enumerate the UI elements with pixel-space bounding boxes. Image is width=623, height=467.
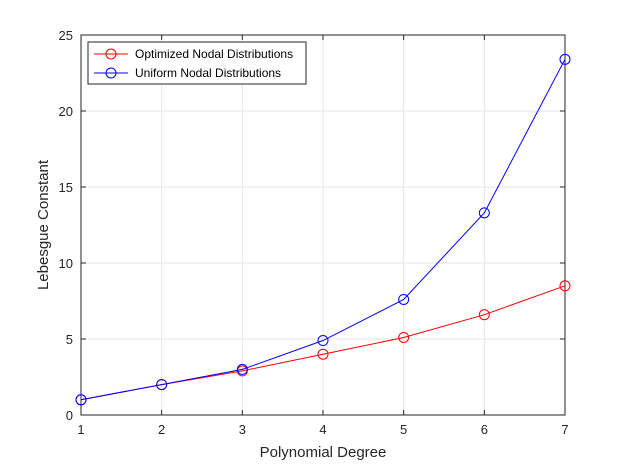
series-1-point xyxy=(398,331,410,343)
series-2-point xyxy=(317,335,329,347)
x-tick-label: 2 xyxy=(158,422,165,437)
y-tick-label: 25 xyxy=(59,28,73,43)
x-tick-label: 6 xyxy=(481,422,488,437)
legend-swatch-marker xyxy=(105,48,117,60)
legend-swatch-marker xyxy=(105,67,117,79)
legend-box xyxy=(87,41,307,85)
y-tick-label: 5 xyxy=(66,332,73,347)
series-2-point xyxy=(75,394,87,406)
y-tick-label: 20 xyxy=(59,104,73,119)
legend-label: Optimized Nodal Distributions xyxy=(135,47,293,61)
y-tick-label: 0 xyxy=(66,408,73,423)
x-tick-label: 5 xyxy=(400,422,407,437)
x-tick-label: 1 xyxy=(77,422,84,437)
x-tick-label: 4 xyxy=(319,422,326,437)
series-1-point xyxy=(559,280,571,292)
legend-label: Uniform Nodal Distributions xyxy=(135,66,281,80)
series-2-point xyxy=(478,207,490,219)
series-1-point xyxy=(317,348,329,360)
y-axis-title: Lebesgue Constant xyxy=(35,159,52,290)
axis-ticks: 1 2 3 4 5 6 7 0 5 10 15 20 25 xyxy=(59,28,569,437)
data-series xyxy=(75,53,571,406)
series-2-point xyxy=(398,293,410,305)
y-tick-label: 10 xyxy=(59,256,73,271)
x-tick-label: 7 xyxy=(561,422,568,437)
series-2-point xyxy=(156,379,168,391)
x-axis-title: Polynomial Degree xyxy=(260,444,387,461)
series-2-point xyxy=(559,53,571,65)
grid-lines xyxy=(80,34,566,416)
series-2-point xyxy=(236,363,248,375)
series-1-point xyxy=(478,309,490,321)
legend: Optimized Nodal Distributions Uniform Nod… xyxy=(87,41,307,85)
y-tick-label: 15 xyxy=(59,180,73,195)
x-tick-label: 3 xyxy=(239,422,246,437)
series-line-2 xyxy=(80,59,566,401)
